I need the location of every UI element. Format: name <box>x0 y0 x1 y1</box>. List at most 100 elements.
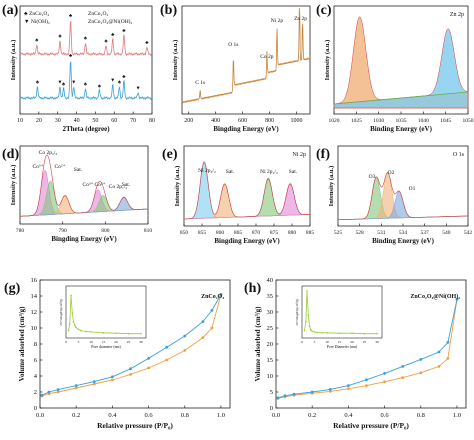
x-tick-label-a: 10 <box>17 118 23 124</box>
x-tick-label-h: 0.6 <box>381 412 390 419</box>
isotherm-point-adsorption <box>92 382 96 386</box>
y-tick-label-g: 8 <box>34 341 37 348</box>
isotherm-point-desorption <box>56 388 60 391</box>
y-tick-label-h: 25 <box>267 325 274 332</box>
fit-envelope-f <box>337 172 469 221</box>
survey-curve <box>181 7 311 104</box>
peak-annotation-e: Ni 2p₃/₂ <box>198 168 216 174</box>
x-tick-label-f: 534 <box>399 230 408 236</box>
x-tick-label-c: 1045 <box>440 118 451 124</box>
x-tick-label-b: 200 <box>184 118 193 124</box>
x-tick-label-e: 850 <box>180 230 189 236</box>
inset-pore-point-h <box>376 332 378 335</box>
isotherm-point-adsorption <box>111 378 114 382</box>
x-tick-label-h: 0.8 <box>417 412 425 419</box>
x-tick-label-b: 600 <box>238 118 247 124</box>
peak-marker-1: ♣ <box>36 81 40 86</box>
peak-annotation-e: Sat. <box>289 169 298 175</box>
x-axis-label-a: 2Theta (degree) <box>62 125 110 133</box>
isotherm-point-desorption <box>165 345 169 349</box>
peak-marker-0: ♣ <box>35 39 39 44</box>
x-tick-label-h: 0.0 <box>272 412 280 419</box>
legend-entry-zco: ZnCo₂O₄ <box>88 11 108 17</box>
isotherm-point-desorption <box>401 365 405 368</box>
peak-marker-1: ▼ <box>136 86 141 91</box>
x-tick-label-d: 800 <box>101 228 110 234</box>
y-tick-label-g: 4 <box>34 373 38 380</box>
y-tick-label-g: 12 <box>31 309 38 316</box>
baseline-c <box>333 91 469 105</box>
inset-y-axis-label-h: dV/dlog(D)(cm³/g) <box>295 298 299 326</box>
isotherm-point-adsorption <box>347 387 350 391</box>
y-tick-label-h: 20 <box>267 341 274 348</box>
panel-label-f: (f) <box>316 147 330 162</box>
xrd-curve-1 <box>19 61 153 101</box>
x-tick-label-f: 528 <box>356 230 365 236</box>
isotherm-point-adsorption <box>446 357 450 360</box>
x-tick-label-e: 870 <box>252 230 261 236</box>
plot-frame-e <box>183 145 311 227</box>
x-tick-label-a: 30 <box>55 118 61 124</box>
legend-entry-nioh-marker: ▼ Ni(OH)₂ <box>24 18 50 25</box>
inset-x-tick-label-g: 30 <box>139 340 143 344</box>
panel-label-g: (g) <box>4 281 21 296</box>
isotherm-point-desorption <box>455 297 459 301</box>
peak-annotation-d: Co³⁺ <box>83 181 94 188</box>
x-tick-label-g: 0.8 <box>181 412 189 419</box>
x-tick-label-b: 800 <box>265 118 274 124</box>
isotherm-point-desorption <box>328 388 332 391</box>
peak-marker-1: ♣ <box>62 83 66 88</box>
y-axis-label-b: Intensity (a.u.) <box>172 40 179 81</box>
peak-annotation-f: O2 <box>388 170 395 176</box>
x-axis-label-e: Bingding Energy (eV) <box>214 237 280 245</box>
panel-label-d: (d) <box>2 147 19 162</box>
inset-pore-point-g <box>90 331 92 333</box>
x-axis-label-c: Binding Energy (eV) <box>370 125 433 133</box>
peak-marker-0: ♣ <box>58 35 62 40</box>
peak-marker-1: ▼ <box>58 81 63 86</box>
x-tick-label-e: 880 <box>288 230 297 236</box>
x-tick-label-h: 0.2 <box>308 412 316 419</box>
fit-envelope-e <box>184 162 310 220</box>
x-tick-label-h: 0.4 <box>344 412 353 419</box>
inset-pore-point-h <box>303 329 306 332</box>
y-tick-label-h: 0 <box>270 405 273 412</box>
peak-annotation-d: Co 2p₁/₂ <box>109 184 128 190</box>
inset-pore-point-h <box>305 321 307 323</box>
peak-annotation-b: Zn 2p <box>294 16 307 22</box>
peak-marker-1: ♣ <box>69 54 73 59</box>
panel-label-h: (h) <box>244 281 261 296</box>
inset-pore-point-h <box>316 331 318 334</box>
inset-x-tick-label-h: 30 <box>375 340 379 344</box>
x-tick-label-a: 80 <box>149 118 155 124</box>
inset-pore-point-g <box>69 323 71 325</box>
inset-pore-point-h <box>363 332 366 335</box>
isotherm-point-adsorption <box>165 358 169 362</box>
y-tick-label-g: 10 <box>31 325 38 332</box>
y-tick-label-h: 15 <box>267 357 274 364</box>
x-tick-label-f: 525 <box>334 230 343 236</box>
inset-frame-h <box>301 285 383 339</box>
y-tick-label-g: 0 <box>34 405 37 412</box>
peak-marker-1: ♣ <box>118 81 122 86</box>
inset-pore-point-h <box>313 331 316 333</box>
inset-pore-point-h <box>306 290 308 292</box>
x-axis-label-b: Bingding Energy (eV) <box>213 125 279 133</box>
y-tick-label-g: 6 <box>34 357 38 364</box>
y-axis-label-e: Intensity (a.u.) <box>174 166 181 207</box>
x-axis-label-h: Relative pressure (P/P₀) <box>333 421 409 430</box>
inset-pore-point-h <box>311 330 313 332</box>
x-tick-label-c: 1025 <box>351 118 362 124</box>
inset-pore-point-g <box>67 329 70 332</box>
peak-annotation-b: C 1s <box>195 80 205 86</box>
isotherm-point-adsorption <box>74 386 78 390</box>
x-tick-label-d: 780 <box>16 228 25 234</box>
x-tick-label-g: 0.2 <box>72 412 80 419</box>
inset-x-tick-label-h: 10 <box>325 340 329 344</box>
peak-annotation-f: O3 <box>369 174 376 180</box>
panel-label-c: (c) <box>316 3 332 18</box>
inset-x-tick-label-h: 20 <box>350 340 354 344</box>
isotherm-point-adsorption <box>401 376 405 379</box>
panel-label-a: (a) <box>2 3 19 18</box>
